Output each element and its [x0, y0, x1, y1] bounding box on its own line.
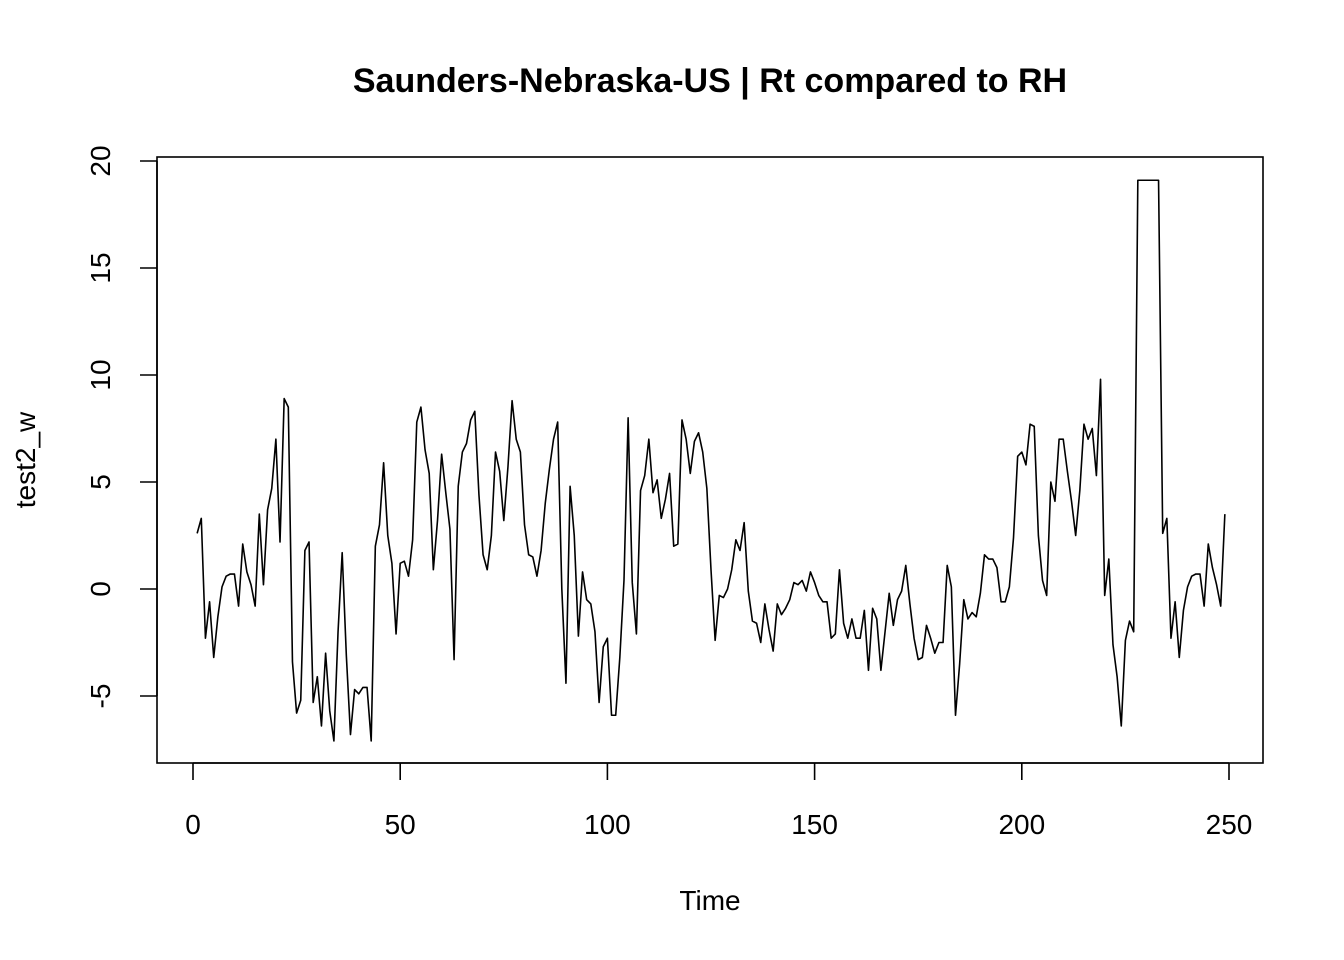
x-tick-label: 150 — [791, 809, 838, 840]
y-tick-label: 0 — [85, 581, 116, 597]
x-tick-label: 250 — [1206, 809, 1253, 840]
y-tick-label: -5 — [85, 684, 116, 709]
series-line — [196, 179, 1226, 742]
y-tick-label: 10 — [85, 359, 116, 390]
x-tick-label: 0 — [185, 809, 201, 840]
x-tick-label: 100 — [584, 809, 631, 840]
x-axis-label: Time — [679, 885, 740, 916]
x-tick-label: 200 — [998, 809, 1045, 840]
y-axis-label: test2_w — [10, 411, 41, 508]
x-axis: 0 50 100 150 200 250 — [185, 762, 1253, 840]
y-axis: -5 0 5 10 15 20 — [85, 145, 158, 709]
y-tick-label: 20 — [85, 145, 116, 176]
x-tick-label: 50 — [385, 809, 416, 840]
y-tick-label: 5 — [85, 474, 116, 490]
y-tick-label: 15 — [85, 252, 116, 283]
chart-title: Saunders-Nebraska-US | Rt compared to RH — [353, 62, 1067, 100]
